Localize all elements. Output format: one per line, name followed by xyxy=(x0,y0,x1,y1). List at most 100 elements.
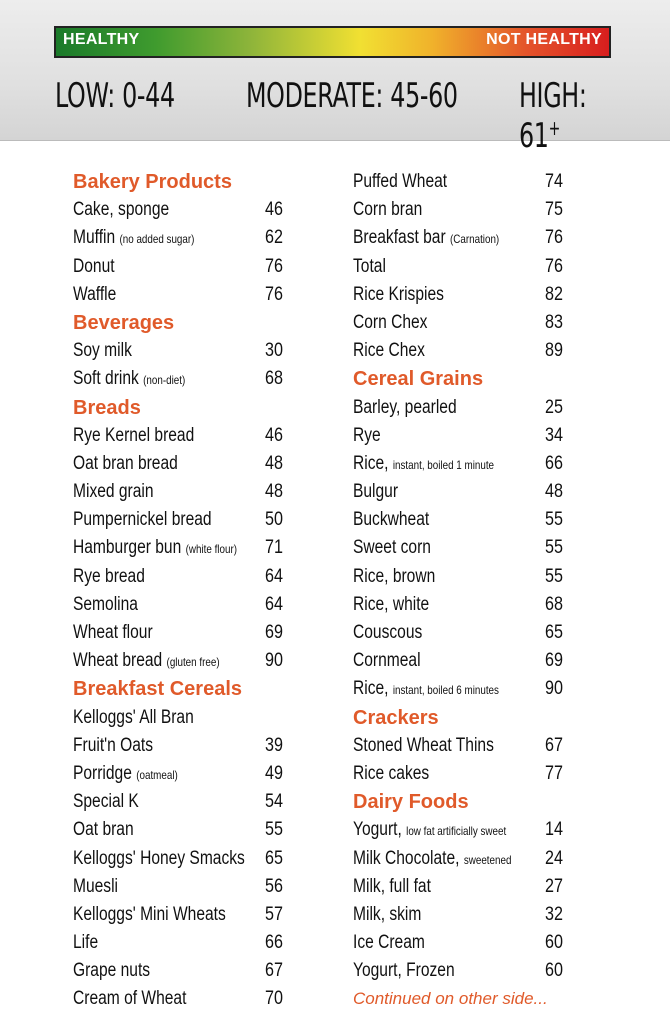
food-name-text: Mixed grain xyxy=(73,481,154,503)
food-name-text: Wheat flour xyxy=(73,622,153,643)
food-name: Rye bread xyxy=(73,563,145,591)
gi-value: 76 xyxy=(265,283,283,305)
food-row: Life 66 xyxy=(73,929,303,957)
food-note: (gluten free) xyxy=(166,655,220,670)
food-row: Cornmeal 69 xyxy=(353,647,583,675)
healthy-label: HEALTHY xyxy=(63,31,140,48)
food-row: Mixed grain 48 xyxy=(73,478,303,506)
category-heading: Dairy Foods xyxy=(353,791,469,814)
food-name: Cake, sponge xyxy=(73,196,169,224)
food-note: sweetened xyxy=(463,852,512,867)
gi-value: 55 xyxy=(545,509,563,531)
food-name: Muesli xyxy=(73,873,118,901)
food-name-text: Grape nuts xyxy=(73,960,151,982)
food-row: Muffin (no added sugar) 62 xyxy=(73,224,303,252)
gi-value: 71 xyxy=(265,537,283,559)
gi-value: 64 xyxy=(265,593,283,615)
food-name-text: Special K xyxy=(73,791,139,813)
gi-value: 90 xyxy=(265,650,283,672)
gi-value: 70 xyxy=(265,988,283,1010)
food-name: Oat bran xyxy=(73,816,134,844)
gi-value: 50 xyxy=(265,509,283,531)
gi-value: 60 xyxy=(545,960,563,982)
food-name: Rice, white xyxy=(353,591,429,619)
gi-value: 64 xyxy=(265,565,283,587)
food-row: Fruit'n Oats 39 xyxy=(73,732,303,760)
food-note: (no added sugar) xyxy=(119,232,195,247)
food-name: Rice, instant, boiled 1 minute xyxy=(353,450,494,479)
food-note: (oatmeal) xyxy=(136,767,178,782)
food-name: Rice cakes xyxy=(353,760,429,788)
food-row: Kelloggs' Honey Smacks 65 xyxy=(73,845,303,873)
gi-value: 82 xyxy=(545,283,563,305)
food-name-text: Barley, pearled xyxy=(353,396,457,418)
range-high-suffix: + xyxy=(548,116,561,140)
food-row: Kelloggs' Mini Wheats 57 xyxy=(73,901,303,929)
food-name-text: Milk, skim xyxy=(353,903,422,925)
left-food-column: Bakery Products Cake, sponge 46 Muffin (no … xyxy=(73,168,303,1014)
range-high: HIGH: 61+ xyxy=(519,76,625,156)
food-row: Oat bran 55 xyxy=(73,816,303,844)
food-name-text: Fruit'n Oats xyxy=(73,734,154,756)
gi-value: 39 xyxy=(265,734,283,756)
food-name: Porridge (oatmeal) xyxy=(73,760,178,789)
food-row: Breakfast bar (Carnation) 76 xyxy=(353,224,583,252)
food-name-text: Oat bran xyxy=(73,819,134,841)
gi-value: 83 xyxy=(545,311,563,333)
food-row: Milk, full fat 27 xyxy=(353,873,583,901)
food-name-text: Kelloggs' Honey Smacks xyxy=(73,847,245,869)
food-name-text: Soft drink xyxy=(73,368,139,390)
food-name-text: Rice, brown xyxy=(353,565,436,587)
food-row: Soy milk 30 xyxy=(73,337,303,365)
food-name: Wheat flour xyxy=(73,619,153,647)
food-row: Special K 54 xyxy=(73,788,303,816)
food-name-text: Rice, white xyxy=(353,593,430,615)
gi-value: 67 xyxy=(265,960,283,982)
food-row: Grape nuts 67 xyxy=(73,957,303,985)
food-name-text: Kelloggs' Mini Wheats xyxy=(73,903,226,925)
food-name-text: Puffed Wheat xyxy=(353,171,448,192)
food-name-text: Waffle xyxy=(73,283,117,305)
food-name-text: Rye Kernel bread xyxy=(73,424,195,446)
gi-value: 32 xyxy=(545,903,563,925)
gi-value: 66 xyxy=(545,452,563,474)
food-name: Muffin (no added sugar) xyxy=(73,224,194,253)
category-heading: Breakfast Cereals xyxy=(73,678,242,701)
gi-value: 55 xyxy=(545,537,563,559)
food-note: (white flour) xyxy=(185,542,237,557)
gi-value: 68 xyxy=(265,368,283,390)
food-name: Sweet corn xyxy=(353,534,431,562)
food-name-text: Breakfast bar xyxy=(353,227,446,249)
food-note: instant, boiled 1 minute xyxy=(392,457,495,472)
food-row: Muesli 56 xyxy=(73,873,303,901)
food-name: Breakfast bar (Carnation) xyxy=(353,224,499,253)
food-row: Sweet corn 55 xyxy=(353,534,583,562)
food-name-text: Kelloggs' All Bran xyxy=(73,706,194,728)
food-name-text: Corn Chex xyxy=(353,311,428,333)
food-row: Wheat bread (gluten free) 90 xyxy=(73,647,303,675)
food-name: Soft drink (non-diet) xyxy=(73,365,185,394)
food-note: low fat artificially sweet xyxy=(406,824,507,839)
food-name-text: Cake, sponge xyxy=(73,199,170,221)
category-heading: Beverages xyxy=(73,311,175,334)
food-name: Puffed Wheat xyxy=(353,168,447,196)
food-name-text: Rye bread xyxy=(73,565,145,587)
food-name: Life xyxy=(73,929,98,957)
food-row: Stoned Wheat Thins 67 xyxy=(353,732,583,760)
food-name: Cream of Wheat xyxy=(73,985,186,1013)
food-name-text: Oat bran bread xyxy=(73,452,178,474)
food-name: Rice Krispies xyxy=(353,281,444,309)
food-row: Kelloggs' All Bran xyxy=(73,704,303,732)
gi-value: 34 xyxy=(545,424,563,446)
food-name-text: Ice Cream xyxy=(353,932,425,954)
food-name-text: Soy milk xyxy=(73,340,132,362)
food-name: Rice Chex xyxy=(353,337,425,365)
food-name-text: Muffin xyxy=(73,227,116,249)
gi-value: 55 xyxy=(265,819,283,841)
food-row: Buckwheat 55 xyxy=(353,506,583,534)
food-row: Rye Kernel bread 46 xyxy=(73,422,303,450)
food-name: Kelloggs' Mini Wheats xyxy=(73,901,226,929)
glycemic-scale-bar: HEALTHY NOT HEALTHY xyxy=(54,26,611,58)
food-name: Rye xyxy=(353,422,381,450)
food-name: Kelloggs' All Bran xyxy=(73,704,194,732)
